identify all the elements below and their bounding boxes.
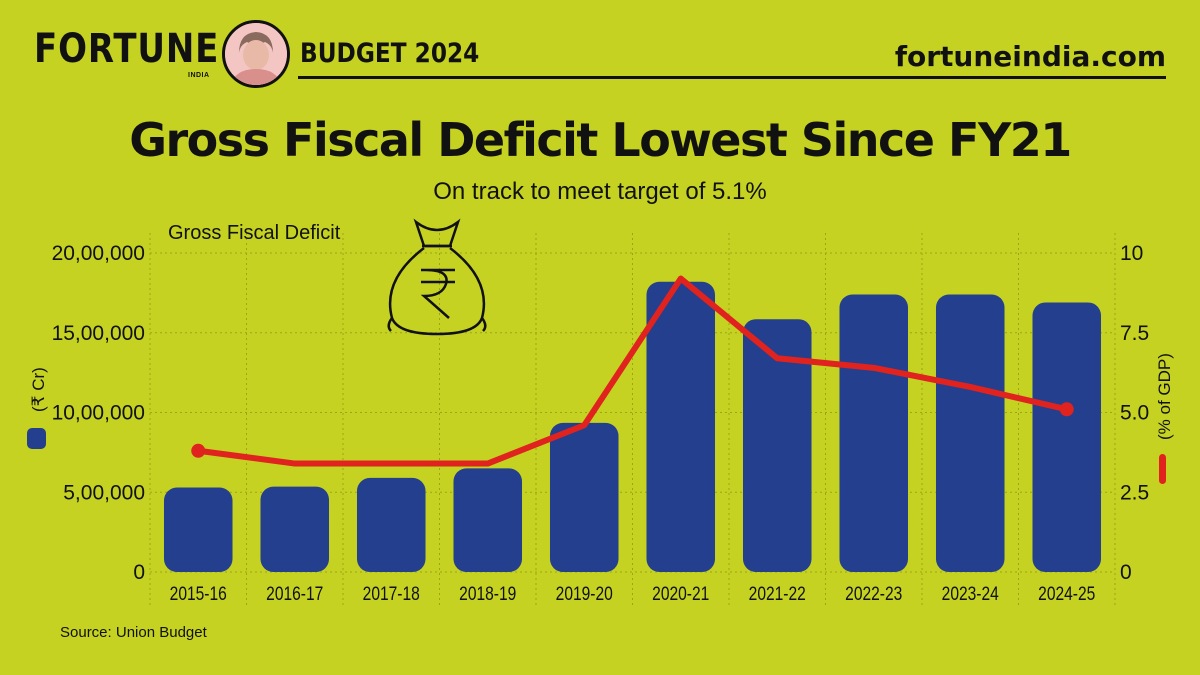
- y-left-tick-label: 5,00,000: [63, 481, 145, 504]
- y-right-axis-label: (% of GDP): [1155, 353, 1174, 440]
- y-left-tick-label: 15,00,000: [52, 322, 145, 345]
- bar-2019-20: [549, 422, 619, 572]
- bar-2021-22: [742, 319, 812, 572]
- x-tick-label: 2016-17: [266, 583, 323, 605]
- x-tick-label: 2021-22: [749, 583, 806, 605]
- x-tick-label: 2024-25: [1038, 583, 1095, 605]
- bar-2022-23: [839, 294, 909, 572]
- y-right-tick-label: 2.5: [1120, 481, 1149, 504]
- bar-2024-25: [1032, 302, 1102, 572]
- x-tick-label: 2017-18: [363, 583, 420, 605]
- logo-sub: INDIA: [188, 72, 210, 79]
- site-link[interactable]: fortuneindia.com: [894, 40, 1166, 73]
- line-point-end: [1059, 402, 1074, 417]
- y-left-axis-label: (₹ Cr): [29, 367, 48, 412]
- series-label: Gross Fiscal Deficit: [168, 222, 341, 244]
- bar-2015-16: [163, 487, 233, 572]
- x-tick-label: 2022-23: [845, 583, 902, 605]
- fortune-logo[interactable]: FORTUNE: [34, 26, 220, 72]
- chart-title: Gross Fiscal Deficit Lowest Since FY21: [129, 113, 1072, 167]
- legend-bar-swatch: [27, 428, 46, 449]
- x-tick-label: 2020-21: [652, 583, 709, 605]
- bar-2017-18: [356, 477, 426, 572]
- legend-line-swatch: [1159, 454, 1166, 484]
- chart-subtitle: On track to meet target of 5.1%: [433, 178, 767, 205]
- bar-2018-19: [453, 468, 523, 572]
- x-tick-label: 2015-16: [170, 583, 227, 605]
- y-left-tick-label: 10,00,000: [52, 402, 145, 425]
- x-tick-label: 2023-24: [942, 583, 999, 605]
- x-tick-label: 2018-19: [459, 583, 516, 605]
- x-tick-label: 2019-20: [556, 583, 613, 605]
- y-right-tick-label: 5.0: [1120, 402, 1149, 425]
- y-right-tick-label: 0: [1120, 561, 1132, 584]
- money-bag-icon: [387, 218, 487, 336]
- header: FORTUNE INDIA BUDGET 2024 fortuneindia.c…: [0, 0, 1200, 100]
- y-left-tick-label: 0: [133, 561, 145, 584]
- line-series: [195, 275, 1070, 467]
- portrait-icon: [225, 23, 287, 85]
- y-left-tick-label: 20,00,000: [52, 242, 145, 265]
- header-divider: [298, 76, 1166, 79]
- source-note: Source: Union Budget: [60, 624, 207, 641]
- y-right-tick-label: 10: [1120, 242, 1143, 265]
- y-right-tick-label: 7.5: [1120, 322, 1149, 345]
- avatar: [222, 20, 290, 88]
- line-point-start: [191, 443, 206, 458]
- bar-2016-17: [260, 486, 330, 572]
- bar-2020-21: [646, 281, 716, 572]
- section-title: BUDGET 2024: [300, 38, 480, 69]
- bar-2023-24: [935, 294, 1005, 572]
